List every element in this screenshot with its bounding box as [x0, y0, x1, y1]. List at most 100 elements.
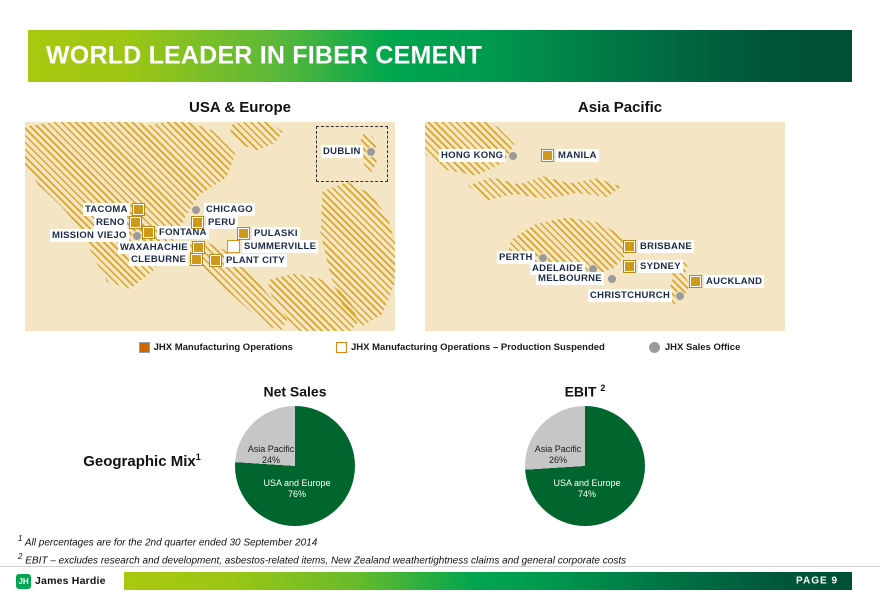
- city-reno[interactable]: RENO: [94, 216, 142, 229]
- sales-office-dot-icon: [675, 290, 686, 301]
- net-sales-asia-pacific-value: 24%: [261, 455, 280, 465]
- ebit-chart-title: EBIT 2: [490, 383, 680, 400]
- ebit-asia-pacific-name: Asia Pacific: [534, 444, 582, 454]
- city-sydney[interactable]: SYDNEY: [623, 260, 683, 273]
- net-sales-usa-europe-name: USA and Europe: [263, 478, 331, 488]
- net-sales-usa-europe-value: 76%: [287, 489, 306, 499]
- city-auckland[interactable]: AUCKLAND: [689, 275, 765, 288]
- geographic-mix-label: Geographic Mix1: [52, 452, 232, 470]
- ebit-usa-europe-name: USA and Europe: [553, 478, 621, 488]
- ebit-slice-label-asia-pacific: Asia Pacific 26%: [527, 444, 589, 466]
- city-perth[interactable]: PERTH: [497, 251, 548, 264]
- city-label-hong-kong: HONG KONG: [439, 149, 506, 162]
- city-cleburne[interactable]: CLEBURNE: [129, 253, 204, 266]
- page-title: WORLD LEADER IN FIBER CEMENT: [46, 41, 483, 70]
- ebit-title-text: EBIT: [564, 383, 597, 400]
- manufacturing-square-icon: [191, 216, 204, 229]
- city-label-waxahachie: WAXAHACHIE: [118, 241, 190, 254]
- city-summerville[interactable]: SUMMERVILLE: [227, 240, 319, 253]
- city-label-sydney: SYDNEY: [638, 260, 683, 273]
- manufacturing-square-icon: [623, 260, 636, 273]
- footnote-2-text: EBIT – excludes research and development…: [25, 555, 627, 567]
- dublin-inset-box: DUBLIN: [316, 126, 388, 182]
- city-peru[interactable]: PERU: [191, 216, 238, 229]
- brand-logo: JH James Hardie: [16, 572, 106, 590]
- net-sales-pie-chart: Asia Pacific 24% USA and Europe 76%: [235, 406, 355, 526]
- city-label-mission-viejo: MISSION VIEJO: [50, 229, 129, 242]
- legend-circle-icon: [648, 342, 660, 353]
- footnote-2: 2 EBIT – excludes research and developme…: [18, 550, 858, 568]
- city-label-tacoma: TACOMA: [83, 203, 130, 216]
- manufacturing-square-icon: [689, 275, 702, 288]
- manufacturing-square-icon: [541, 149, 554, 162]
- asia-pacific-map-title: Asia Pacific: [577, 99, 663, 116]
- geographic-mix-superscript: 1: [195, 452, 201, 462]
- landmass-indonesia: [467, 176, 621, 201]
- manufacturing-square-icon: [142, 226, 155, 239]
- city-melbourne[interactable]: MELBOURNE: [536, 272, 617, 285]
- geographic-mix-text: Geographic Mix: [83, 453, 196, 470]
- sales-office-dot-icon: [537, 252, 548, 263]
- footer-banner: PAGE 9: [124, 572, 852, 590]
- manufacturing-suspended-square-icon: [227, 240, 240, 253]
- legend-label-suspended: JHX Manufacturing Operations – Productio…: [350, 342, 605, 353]
- ebit-pie-chart: Asia Pacific 26% USA and Europe 74%: [525, 406, 645, 526]
- footnote-1-marker: 1: [18, 534, 23, 543]
- sales-office-dot-icon: [131, 230, 142, 241]
- city-dublin[interactable]: DUBLIN: [321, 145, 376, 158]
- page-number: 9: [831, 575, 838, 587]
- net-sales-asia-pacific-name: Asia Pacific: [247, 444, 295, 454]
- net-sales-pie-body: [235, 406, 355, 526]
- city-fontana[interactable]: FONTANA: [142, 226, 209, 239]
- ebit-usa-europe-value: 74%: [577, 489, 596, 499]
- legend-label-manufacturing: JHX Manufacturing Operations: [153, 342, 293, 353]
- footnote-1-text: All percentages are for the 2nd quarter …: [24, 537, 318, 549]
- manufacturing-square-icon: [191, 241, 205, 254]
- sales-office-dot-icon: [191, 204, 201, 215]
- manufacturing-square-icon: [237, 227, 250, 240]
- footnote-1: 1 All percentages are for the 2nd quarte…: [18, 532, 858, 550]
- city-label-christchurch: CHRISTCHURCH: [588, 289, 673, 302]
- header-banner: WORLD LEADER IN FIBER CEMENT: [28, 30, 852, 82]
- manufacturing-square-icon: [209, 254, 222, 267]
- city-label-summerville: SUMMERVILLE: [242, 240, 319, 253]
- legend-item-sales-office: JHX Sales Office: [648, 342, 741, 353]
- city-pulaski[interactable]: PULASKI: [237, 227, 300, 240]
- footnote-2-marker: 2: [18, 552, 23, 562]
- city-christchurch[interactable]: CHRISTCHURCH: [588, 289, 686, 302]
- sales-office-dot-icon: [365, 146, 376, 157]
- legend-item-manufacturing: JHX Manufacturing Operations: [138, 342, 293, 353]
- city-label-brisbane: BRISBANE: [638, 240, 695, 253]
- usa-europe-map-title: USA & Europe: [189, 99, 291, 116]
- city-chicago[interactable]: CHICAGO: [191, 203, 255, 216]
- ebit-pie-body: [525, 406, 645, 526]
- net-sales-slice-label-asia-pacific: Asia Pacific 24%: [240, 444, 302, 466]
- manufacturing-square-icon: [131, 203, 145, 216]
- city-waxahachie[interactable]: WAXAHACHIE: [118, 241, 205, 254]
- city-tacoma[interactable]: TACOMA: [83, 203, 145, 216]
- brand-name: James Hardie: [35, 575, 106, 587]
- city-plant-city[interactable]: PLANT CITY: [209, 254, 287, 267]
- legend-item-suspended: JHX Manufacturing Operations – Productio…: [335, 342, 605, 353]
- sales-office-dot-icon: [606, 273, 617, 284]
- city-label-chicago: CHICAGO: [204, 203, 255, 216]
- legend-square-hollow-icon: [335, 342, 347, 353]
- city-brisbane[interactable]: BRISBANE: [623, 240, 695, 253]
- city-label-auckland: AUCKLAND: [704, 275, 765, 288]
- map-legend: JHX Manufacturing Operations JHX Manufac…: [0, 342, 880, 353]
- city-label-cleburne: CLEBURNE: [129, 253, 189, 266]
- ebit-asia-pacific-value: 26%: [548, 455, 567, 465]
- manufacturing-square-icon: [128, 216, 142, 229]
- usa-europe-map: DUBLIN TACOMA RENO MISSION VIEJO FONTANA…: [25, 122, 395, 331]
- city-hong-kong[interactable]: HONG KONG: [439, 149, 519, 162]
- city-manila[interactable]: MANILA: [541, 149, 599, 162]
- james-hardie-logo-icon: JH: [16, 573, 31, 589]
- city-label-manila: MANILA: [556, 149, 599, 162]
- net-sales-title-text: Net Sales: [263, 383, 327, 400]
- asia-pacific-map: HONG KONG MANILA PERTH ADELAIDE MELBOURN…: [425, 122, 785, 331]
- city-mission-viejo[interactable]: MISSION VIEJO: [50, 229, 142, 242]
- city-label-adelaide: ADELAIDE: [530, 262, 585, 275]
- city-label-perth: PERTH: [497, 251, 535, 264]
- legend-label-sales-office: JHX Sales Office: [664, 342, 741, 353]
- ebit-title-superscript: 2: [600, 383, 606, 393]
